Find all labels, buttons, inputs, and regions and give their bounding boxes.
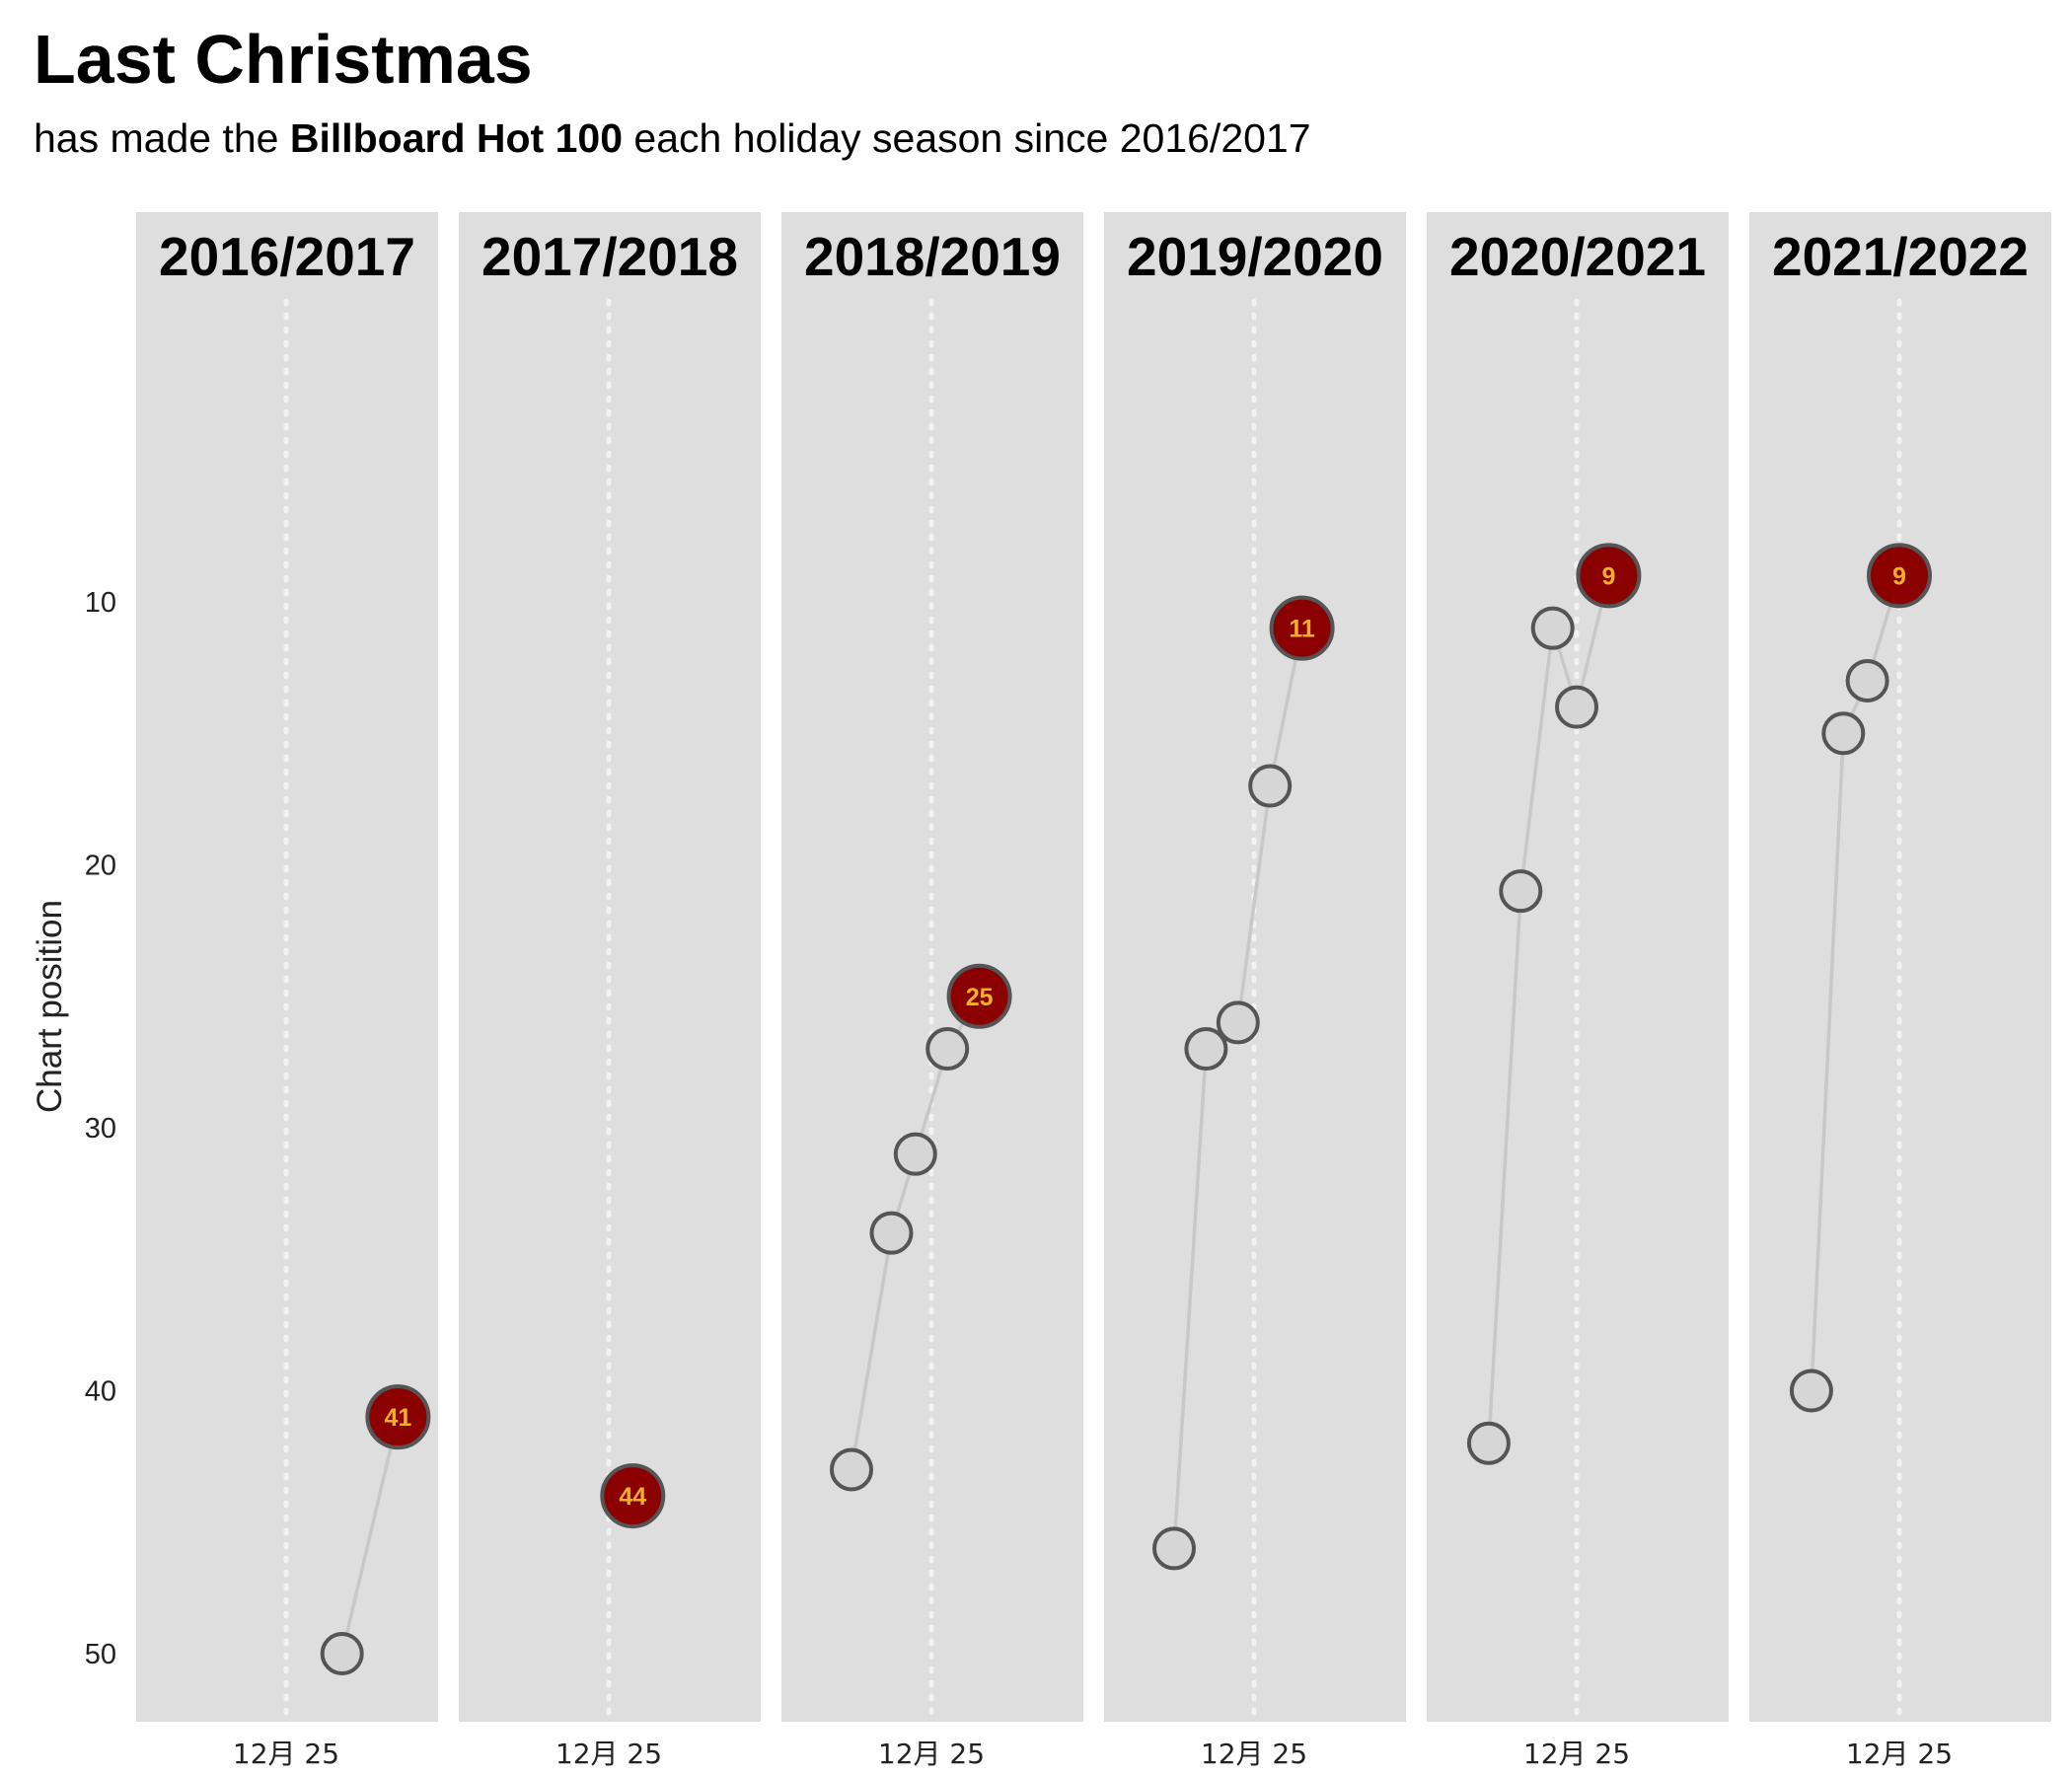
data-point: [1466, 1421, 1511, 1465]
panel-title: 2020/2021: [1449, 226, 1706, 287]
final-position-point: [365, 1384, 431, 1450]
panel-title: 2017/2018: [481, 226, 738, 287]
final-position-point: [600, 1463, 666, 1529]
y-tick-label: 40: [85, 1376, 116, 1408]
x-tick-label: 12月 25: [233, 1738, 339, 1770]
final-position-label: 41: [384, 1404, 411, 1432]
y-axis-label: Chart position: [31, 900, 69, 1113]
y-tick-label: 30: [85, 1113, 116, 1145]
x-tick-label: 12月 25: [878, 1738, 985, 1770]
season-panel: 2018/2019 12月 25 25: [781, 212, 1083, 1770]
data-point: [1530, 606, 1575, 650]
panel-title: 2018/2019: [804, 226, 1061, 287]
final-position-point: [1269, 595, 1335, 661]
season-panel: 2020/2021 12月 25 9: [1427, 212, 1729, 1770]
data-point: [1152, 1526, 1196, 1571]
y-tick-label: 50: [85, 1639, 116, 1670]
series-line: [339, 1416, 401, 1655]
y-axis: 10 20 30 40 50 Chart position: [31, 587, 116, 1670]
season-panel: 2019/2020 12月 25 11: [1104, 212, 1406, 1770]
data-point: [1555, 685, 1598, 729]
final-position-label: 9: [1601, 562, 1615, 590]
y-tick-label: 10: [85, 587, 116, 619]
data-point: [1248, 764, 1293, 808]
season-panel: 2017/2018 12月 25 44: [459, 212, 761, 1770]
data-point: [830, 1447, 873, 1492]
data-point: [320, 1632, 364, 1675]
final-position-label: 11: [1289, 616, 1315, 643]
season-panel: 2016/2017 12月 25 41: [136, 212, 438, 1770]
final-position-point: [1867, 543, 1932, 609]
y-tick-label: 20: [85, 851, 116, 882]
chart-title: Last Christmas: [34, 21, 533, 98]
chart-subtitle: has made the Billboard Hot 100 each holi…: [34, 114, 1311, 163]
season-panels: 2016/2017 12月 25 41 2017/2018 12月 25 44 2018/2…: [136, 212, 2051, 1770]
subtitle-bold: Billboard Hot 100: [289, 115, 624, 161]
season-panel: 2021/2022 12月 25 9: [1749, 212, 2051, 1770]
final-position-label: 25: [966, 984, 994, 1011]
series-line: [1810, 574, 1901, 1391]
subtitle-prefix: has made the: [34, 115, 290, 161]
panel-title: 2021/2022: [1772, 226, 2029, 287]
x-tick-label: 12月 25: [1201, 1738, 1307, 1770]
x-tick-label: 12月 25: [1846, 1738, 1953, 1770]
final-position-point: [946, 963, 1012, 1029]
x-tick-label: 12月 25: [1523, 1738, 1630, 1770]
data-point: [893, 1132, 937, 1176]
data-point: [1821, 711, 1866, 756]
x-tick-label: 12月 25: [555, 1738, 662, 1770]
final-position-point: [1576, 543, 1642, 609]
subtitle-suffix: each holiday season since 2016/2017: [623, 115, 1311, 161]
final-position-label: 44: [619, 1483, 646, 1511]
data-point: [1845, 658, 1889, 703]
data-point: [925, 1027, 970, 1072]
panel-title: 2016/2017: [159, 226, 415, 287]
data-point: [1789, 1369, 1833, 1413]
panel-title: 2019/2020: [1127, 226, 1383, 287]
data-point: [1499, 869, 1543, 914]
data-point: [869, 1211, 914, 1255]
data-point: [1184, 1027, 1228, 1072]
final-position-label: 9: [1892, 562, 1906, 590]
data-point: [1216, 1000, 1260, 1045]
